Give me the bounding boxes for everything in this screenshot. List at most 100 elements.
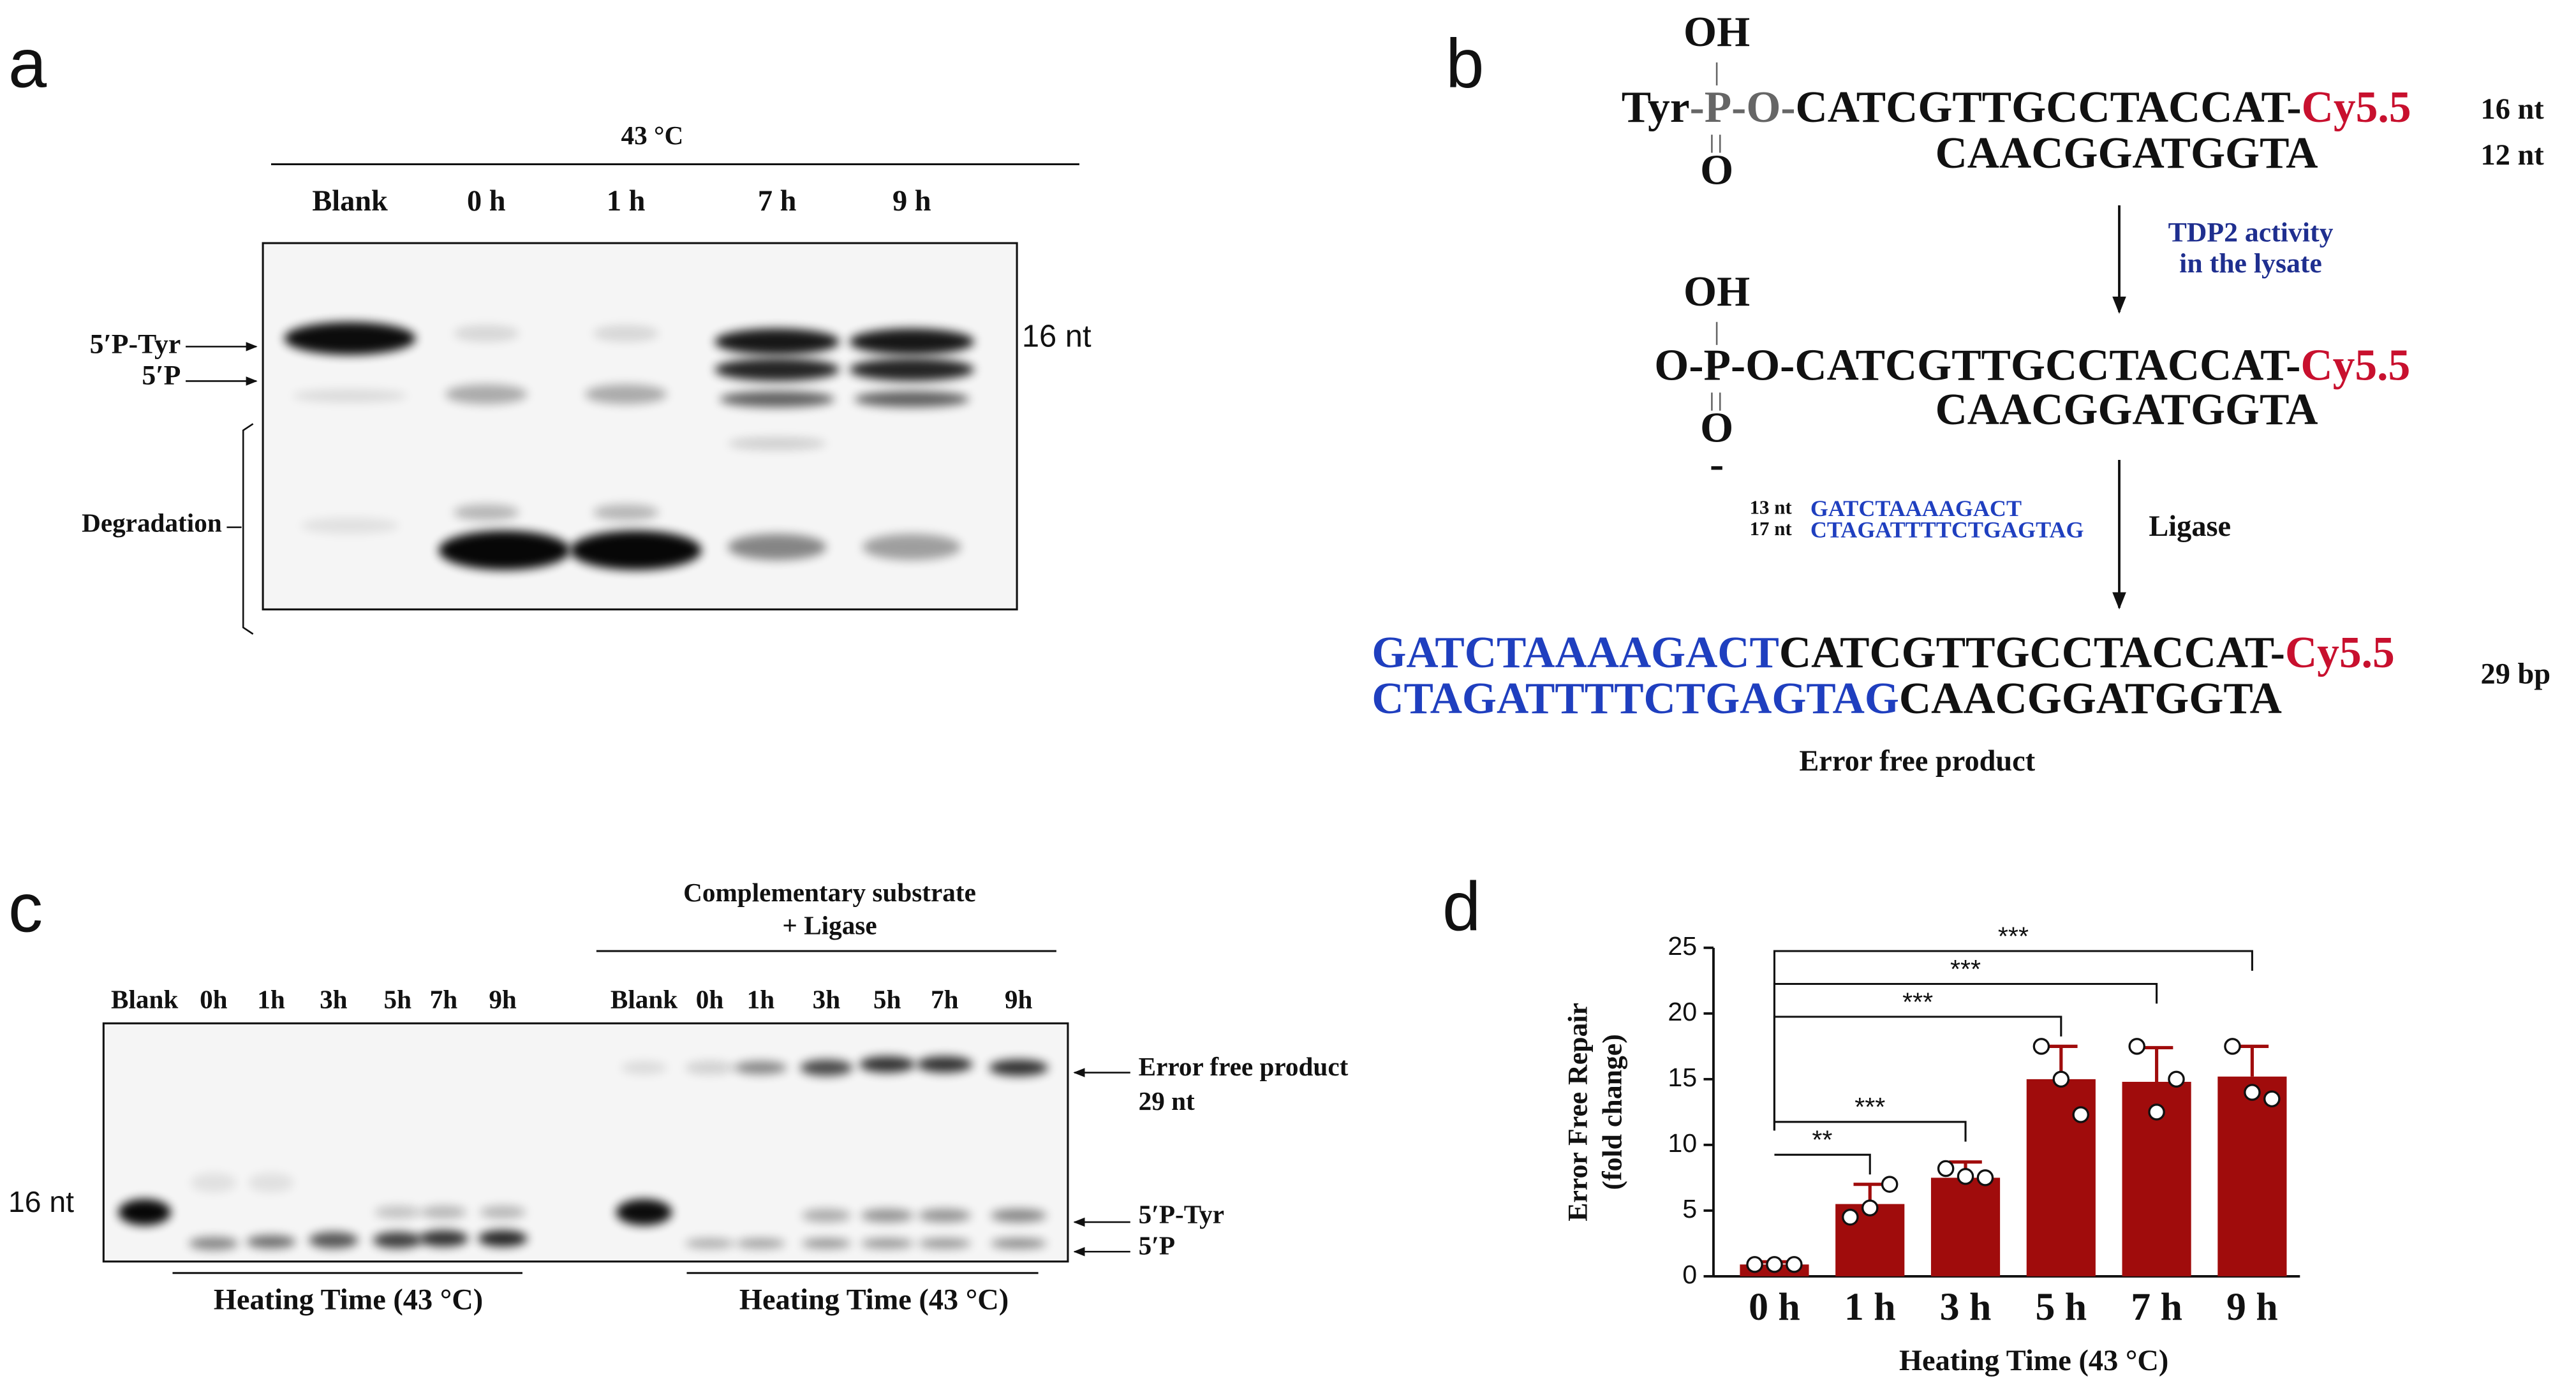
panel-d: d Heating Time (43 °C) Error Free Repair… <box>1442 867 2300 1377</box>
intermediate-top: O-P-O-CATCGTTGCCTACCAT-Cy5.5 <box>1654 341 2410 390</box>
x-tick-label: 1 h <box>1844 1285 1896 1329</box>
gel-band <box>189 1237 239 1250</box>
lane-label: 9h <box>1005 984 1033 1014</box>
lane-label: Blank <box>312 185 388 218</box>
data-point <box>1957 1168 1974 1185</box>
x-tick-label: 0 h <box>1749 1285 1800 1329</box>
tyrosine: Tyr <box>1622 83 1690 132</box>
lane-label: 1 h <box>607 185 646 218</box>
data-point <box>2052 1070 2070 1088</box>
intermediate-bottom: CAACGGATGGTA <box>1936 385 2318 434</box>
size-label: 16 nt <box>8 1185 74 1218</box>
significance-bracket <box>1773 1015 2062 1131</box>
data-point <box>1766 1256 1783 1273</box>
oligo-length: 13 nt <box>1750 496 1793 518</box>
caption: Error free product <box>1799 745 2035 778</box>
data-point <box>2168 1070 2185 1088</box>
size-label: 16 nt <box>1022 319 1092 353</box>
lane-label: 7h <box>430 984 458 1014</box>
panel-c: c Complementary substrate + Ligase Blank… <box>8 869 1349 1316</box>
region-label: Degradation <box>82 508 222 538</box>
data-point <box>1861 1199 1879 1217</box>
sequence: CATCGTTGCCTACCAT- <box>1796 83 2302 132</box>
lane-label: Blank <box>611 984 677 1014</box>
gel-band <box>284 321 416 355</box>
gel-band <box>685 1238 735 1249</box>
gel-band <box>736 1238 786 1249</box>
panel-label: b <box>1446 25 1484 102</box>
added-sequence: GATCTAAAAGACT <box>1372 628 1779 677</box>
y-tick-label: 15 <box>1668 1063 1697 1092</box>
step-label: Ligase <box>2149 510 2231 543</box>
lane-label: 0h <box>200 984 228 1014</box>
y-tick-label: 20 <box>1668 997 1697 1026</box>
lane-label: 3h <box>320 984 348 1014</box>
length: 12 nt <box>2481 139 2545 172</box>
gel-band <box>854 390 970 408</box>
step-label: TDP2 activity <box>2168 217 2334 247</box>
substrate-bottom: CAACGGATGGTA <box>1936 129 2318 178</box>
gel-band <box>593 325 659 342</box>
bracket <box>242 423 254 635</box>
significance-bracket <box>1773 950 2253 1131</box>
gel-band <box>621 1061 667 1075</box>
gel-band <box>418 1230 469 1247</box>
lane-label: 7 h <box>758 185 797 218</box>
dye: Cy5.5 <box>2300 341 2410 390</box>
gel-band <box>990 1209 1047 1222</box>
significance-label: *** <box>1854 1092 1885 1121</box>
gel-band <box>989 1059 1049 1076</box>
oligo: GATCTAAAAGACT <box>1810 496 2022 521</box>
lane-label: 9 h <box>892 185 931 218</box>
data-point <box>2032 1038 2050 1055</box>
length: 16 nt <box>2481 93 2545 126</box>
sequence: CATCGTTGCCTACCAT- <box>1795 341 2300 390</box>
significance-label: *** <box>1998 921 2029 950</box>
gel-band <box>190 1172 237 1193</box>
y-tick-label: 0 <box>1682 1260 1697 1289</box>
oxygen: O <box>1700 146 1733 193</box>
sequence: CATCGTTGCCTACCAT- <box>1779 628 2285 677</box>
gel-band <box>727 533 827 561</box>
header: Complementary substrate <box>683 878 976 907</box>
gel-band <box>714 329 840 355</box>
gel-band <box>719 390 835 408</box>
gel-band <box>593 504 659 521</box>
gel-band <box>292 389 408 402</box>
gel-band <box>480 1206 526 1219</box>
gel-bands <box>118 1056 1049 1250</box>
product-bottom: CTAGATTTTCTGAGTAGCAACGGATGGTA <box>1372 674 2282 723</box>
data-point <box>1976 1169 1994 1186</box>
data-point <box>2263 1090 2281 1108</box>
dye: Cy5.5 <box>2302 83 2411 132</box>
gel-band <box>849 358 975 381</box>
gel-band <box>918 1238 971 1249</box>
gel-band <box>300 517 399 534</box>
gel-band <box>616 1199 672 1226</box>
gel-band <box>584 384 667 404</box>
lane-label: 0h <box>696 984 724 1014</box>
y-axis-label: Error Free Repair <box>1562 1003 1593 1222</box>
x-tick-label: 7 h <box>2131 1285 2182 1329</box>
gel-band <box>374 1206 421 1219</box>
data-point <box>2128 1038 2145 1055</box>
gel-band <box>862 533 961 561</box>
gel-band <box>801 1238 852 1249</box>
linkage: -P-O- <box>1690 83 1796 132</box>
gel-band <box>246 1235 296 1249</box>
gel-band <box>801 1209 852 1222</box>
band-label: 5′P-Tyr <box>1139 1200 1224 1229</box>
significance-label: ** <box>1812 1125 1832 1155</box>
gel-band <box>918 1209 971 1222</box>
gel-band <box>727 436 827 450</box>
data-point <box>2148 1104 2165 1121</box>
header: + Ligase <box>782 910 877 940</box>
gel-bands <box>284 321 975 570</box>
linkage: O-P-O- <box>1654 341 1795 390</box>
product-top: GATCTAAAAGACTCATCGTTGCCTACCAT-Cy5.5 <box>1372 628 2395 677</box>
gel-band <box>990 1238 1047 1249</box>
lane-label: 5h <box>384 984 412 1014</box>
gel-band <box>685 1061 735 1075</box>
